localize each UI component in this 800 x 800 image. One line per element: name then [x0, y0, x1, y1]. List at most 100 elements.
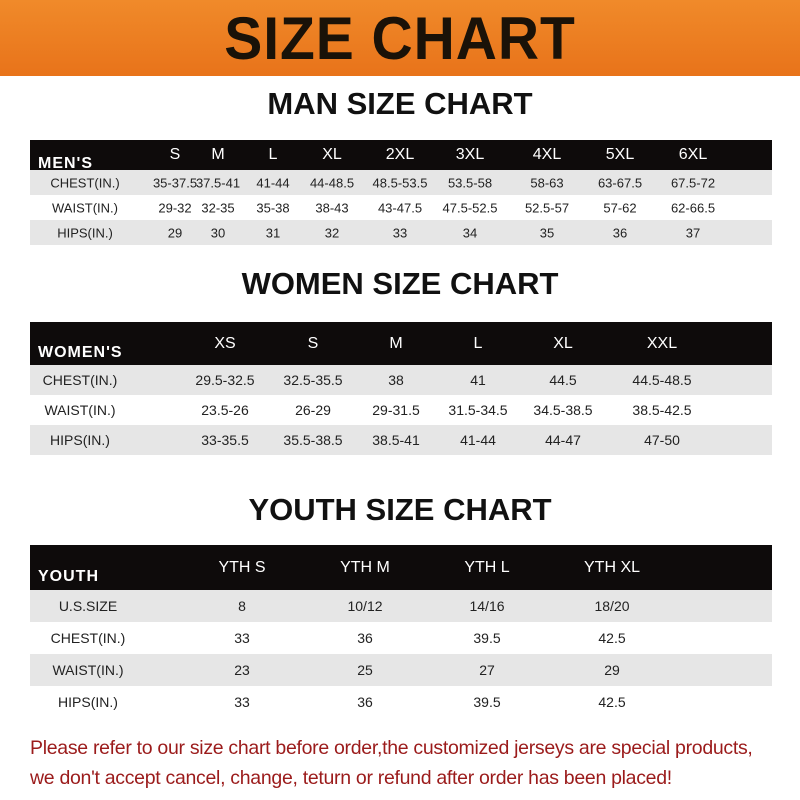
size-header: S: [307, 334, 319, 352]
women-chart-title: WOMEN SIZE CHART: [241, 266, 559, 301]
table-cell: 29: [167, 225, 183, 240]
table-row: WAIST(IN.) 23.5-26 26-29 29-31.5 31.5-34.5 34…: [30, 395, 772, 425]
table-cell: 53.5-58: [447, 175, 493, 190]
table-cell: 23: [234, 662, 250, 678]
table-cell: 38-43: [315, 200, 349, 215]
table-row: CHEST(IN.) 29.5-32.5 32.5-35.5 38 41 44.5 44.5…: [30, 365, 772, 395]
women-size-table: WOMEN'S XS S M L XL XXL CHEST(IN.) 29.5-32.5 32.5…: [30, 322, 772, 455]
size-header: 2XL: [385, 146, 415, 163]
row-label: WAIST(IN.): [52, 200, 118, 215]
size-header: 5XL: [605, 146, 635, 163]
table-cell: 44-47: [545, 432, 581, 448]
size-header: YTH M: [340, 558, 390, 576]
notice-line-2: we don't accept cancel, change, teturn o…: [30, 767, 672, 789]
header-row: YOUTH YTH S YTH M YTH L YTH XL: [30, 545, 772, 590]
table-cell: 36: [357, 694, 373, 710]
table-cell: 41: [470, 372, 486, 388]
table-cell: 42.5: [598, 694, 626, 710]
table-cell: 35-38: [256, 200, 290, 215]
table-cell: 57-62: [603, 200, 637, 215]
table-cell: 33-35.5: [201, 432, 249, 448]
table-cell: 38: [388, 372, 404, 388]
size-header: 3XL: [455, 146, 485, 163]
table-cell: 31: [265, 225, 281, 240]
size-header: S: [169, 146, 181, 163]
table-cell: 31.5-34.5: [448, 402, 508, 418]
header-row: WOMEN'S XS S M L XL XXL: [30, 322, 772, 365]
table-cell: 41-44: [256, 175, 290, 190]
youth-chart-title: YOUTH SIZE CHART: [248, 492, 552, 527]
table-cell: 44.5: [549, 372, 577, 388]
table-cell: 33: [234, 630, 250, 646]
table-cell: 18/20: [594, 598, 630, 614]
table-cell: 39.5: [473, 694, 501, 710]
table-cell: 29-32: [158, 200, 192, 215]
table-cell: 14/16: [469, 598, 505, 614]
size-header: 4XL: [532, 146, 562, 163]
table-row: HIPS(IN.) 29 30 31 32 33 34 35 36 37: [30, 220, 772, 245]
size-header: 6XL: [678, 146, 708, 163]
size-header: XL: [322, 146, 342, 163]
size-header: L: [473, 334, 483, 352]
size-header: M: [211, 146, 225, 163]
table-cell: 35: [539, 225, 555, 240]
row-label: HIPS(IN.): [57, 225, 113, 240]
table-cell: 29: [604, 662, 620, 678]
table-cell: 26-29: [295, 402, 331, 418]
table-cell: 38.5-41: [372, 432, 420, 448]
table-cell: 29.5-32.5: [195, 372, 255, 388]
size-header: M: [389, 334, 403, 352]
table-row: HIPS(IN.) 33-35.5 35.5-38.5 38.5-41 41-44 44-…: [30, 425, 772, 455]
table-cell: 23.5-26: [201, 402, 249, 418]
row-label: CHEST(IN.): [50, 630, 126, 646]
table-cell: 47.5-52.5: [442, 200, 498, 215]
size-header: XL: [553, 334, 573, 352]
table-cell: 35-37.5: [152, 175, 198, 190]
row-label: HIPS(IN.): [58, 694, 118, 710]
table-cell: 39.5: [473, 630, 501, 646]
table-label: YOUTH: [38, 567, 99, 585]
row-label: CHEST(IN.): [50, 175, 120, 190]
table-cell: 8: [238, 598, 246, 614]
table-row: HIPS(IN.) 33 36 39.5 42.5: [30, 686, 772, 718]
table-cell: 32-35: [201, 200, 235, 215]
men-chart-title: MAN SIZE CHART: [267, 86, 533, 121]
table-cell: 32.5-35.5: [283, 372, 343, 388]
header-row: MEN'S S M L XL 2XL 3XL 4XL 5XL 6XL: [30, 140, 772, 172]
table-cell: 44-48.5: [309, 175, 355, 190]
row-label: HIPS(IN.): [50, 432, 110, 448]
table-cell: 34: [462, 225, 478, 240]
row-label: U.S.SIZE: [58, 598, 118, 614]
row-label: WAIST(IN.): [52, 662, 124, 678]
table-label: WOMEN'S: [38, 343, 123, 361]
table-cell: 10/12: [347, 598, 383, 614]
table-cell: 43-47.5: [377, 200, 423, 215]
table-cell: 37.5-41: [195, 175, 241, 190]
table-cell: 32: [324, 225, 340, 240]
table-cell: 33: [392, 225, 408, 240]
table-cell: 25: [357, 662, 373, 678]
table-row: WAIST(IN.) 23 25 27 29: [30, 654, 772, 686]
table-cell: 52.5-57: [524, 200, 570, 215]
table-cell: 63-67.5: [597, 175, 643, 190]
table-cell: 33: [234, 694, 250, 710]
table-row: WAIST(IN.) 29-32 32-35 35-38 38-43 43-47.5 47.…: [30, 195, 772, 220]
table-cell: 37: [685, 225, 701, 240]
table-cell: 47-50: [644, 432, 680, 448]
table-cell: 67.5-72: [670, 175, 716, 190]
order-notice: Please refer to our size chart before or…: [30, 733, 800, 793]
youth-size-table: YOUTH YTH S YTH M YTH L YTH XL U.S.SIZE 8 10/12…: [30, 545, 772, 718]
table-cell: 29-31.5: [372, 402, 420, 418]
men-size-table: MEN'S S M L XL 2XL 3XL 4XL 5XL 6XL CHEST(IN.) 35-37…: [30, 140, 772, 245]
table-cell: 48.5-53.5: [372, 175, 428, 190]
table-row: CHEST(IN.) 33 36 39.5 42.5: [30, 622, 772, 654]
row-label: CHEST(IN.): [42, 372, 118, 388]
row-label: WAIST(IN.): [44, 402, 116, 418]
table-cell: 35.5-38.5: [283, 432, 343, 448]
table-row: CHEST(IN.) 35-37.5 37.5-41 41-44 44-48.5 48.5…: [30, 170, 772, 195]
table-label: MEN'S: [38, 155, 94, 172]
table-cell: 41-44: [460, 432, 496, 448]
size-header: YTH XL: [583, 558, 641, 576]
table-cell: 27: [479, 662, 495, 678]
notice-line-1: Please refer to our size chart before or…: [30, 737, 753, 759]
